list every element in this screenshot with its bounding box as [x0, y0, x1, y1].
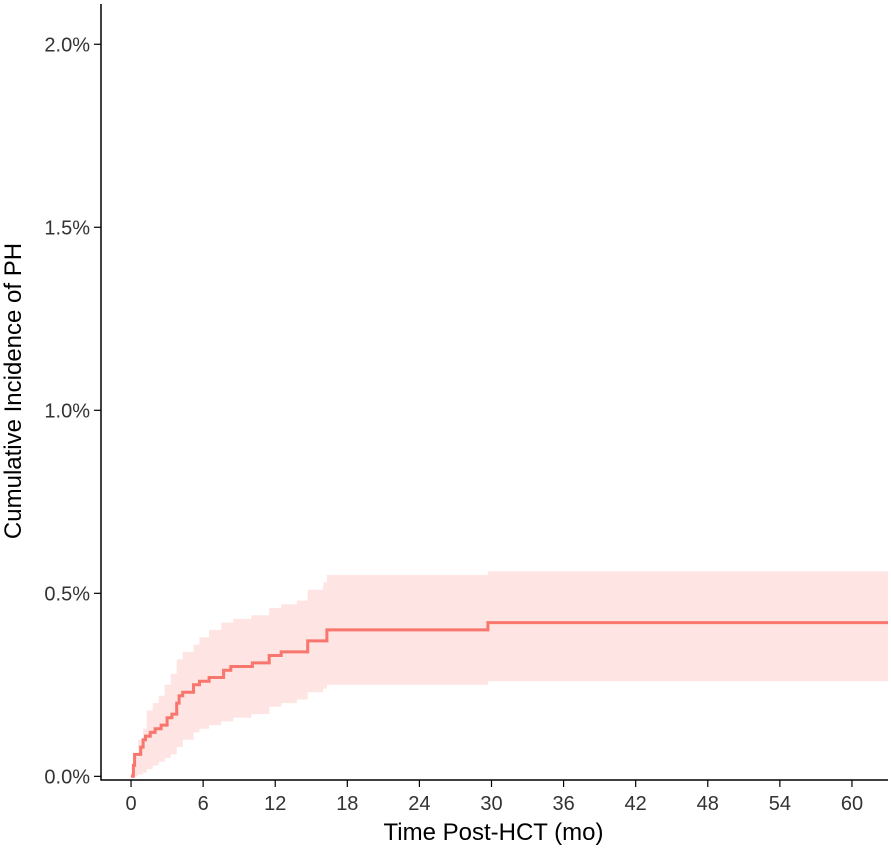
y-tick-label: 0.0%	[44, 766, 90, 788]
x-tick-label: 60	[841, 793, 863, 815]
x-tick-label: 18	[336, 793, 358, 815]
incidence-step-line	[131, 621, 888, 778]
x-axis-title: Time Post-HCT (mo)	[383, 819, 603, 846]
x-tick-label: 24	[408, 793, 430, 815]
x-tick-label: 6	[198, 793, 209, 815]
y-tick-label: 1.0%	[44, 400, 90, 422]
axes: 0 6 12 18 24 30 36 42 48 54 60 0.0% 0.5% 1.0% 1.5% 2.0%	[44, 4, 888, 815]
x-tick-label: 12	[264, 793, 286, 815]
confidence-band	[131, 567, 888, 777]
plot-area	[131, 567, 888, 778]
y-tick-label: 2.0%	[44, 34, 90, 56]
x-tick-label: 42	[625, 793, 647, 815]
x-tick-label: 48	[697, 793, 719, 815]
y-tick-label: 1.5%	[44, 217, 90, 239]
y-tick-label: 0.5%	[44, 583, 90, 605]
y-axis-title: Cumulative Incidence of PH	[0, 243, 27, 539]
x-tick-label: 54	[769, 793, 791, 815]
x-tick-label: 0	[125, 793, 136, 815]
x-tick-label: 36	[552, 793, 574, 815]
x-tick-label: 30	[480, 793, 502, 815]
